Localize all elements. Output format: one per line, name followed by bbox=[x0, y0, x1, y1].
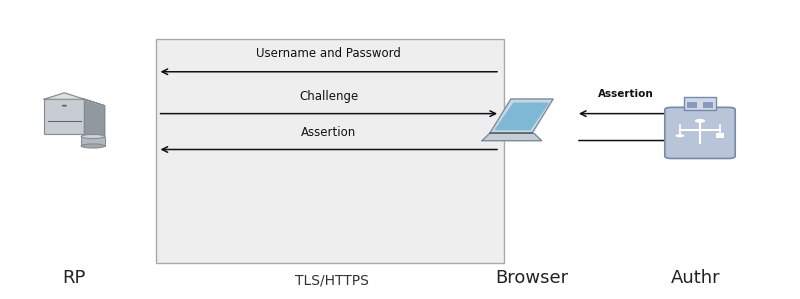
Ellipse shape bbox=[81, 135, 105, 138]
FancyBboxPatch shape bbox=[684, 97, 716, 110]
FancyBboxPatch shape bbox=[687, 102, 697, 108]
FancyBboxPatch shape bbox=[703, 102, 713, 108]
Polygon shape bbox=[44, 93, 105, 106]
Text: Challenge: Challenge bbox=[299, 90, 358, 103]
FancyBboxPatch shape bbox=[44, 99, 85, 134]
Circle shape bbox=[675, 134, 684, 137]
Text: Assertion: Assertion bbox=[598, 89, 654, 99]
Polygon shape bbox=[490, 99, 553, 133]
Circle shape bbox=[695, 119, 705, 123]
Text: RP: RP bbox=[62, 269, 86, 287]
Polygon shape bbox=[482, 133, 542, 141]
Text: Assertion: Assertion bbox=[301, 126, 357, 139]
FancyBboxPatch shape bbox=[156, 39, 504, 263]
Text: Authr: Authr bbox=[671, 269, 721, 287]
FancyBboxPatch shape bbox=[716, 133, 725, 138]
Circle shape bbox=[62, 105, 67, 107]
Text: TLS/HTTPS: TLS/HTTPS bbox=[295, 273, 369, 287]
Polygon shape bbox=[495, 103, 548, 130]
Text: Username and Password: Username and Password bbox=[256, 47, 402, 60]
Text: Browser: Browser bbox=[495, 269, 569, 287]
Polygon shape bbox=[85, 99, 105, 139]
FancyBboxPatch shape bbox=[81, 137, 105, 146]
FancyBboxPatch shape bbox=[665, 107, 735, 158]
Ellipse shape bbox=[81, 144, 105, 148]
